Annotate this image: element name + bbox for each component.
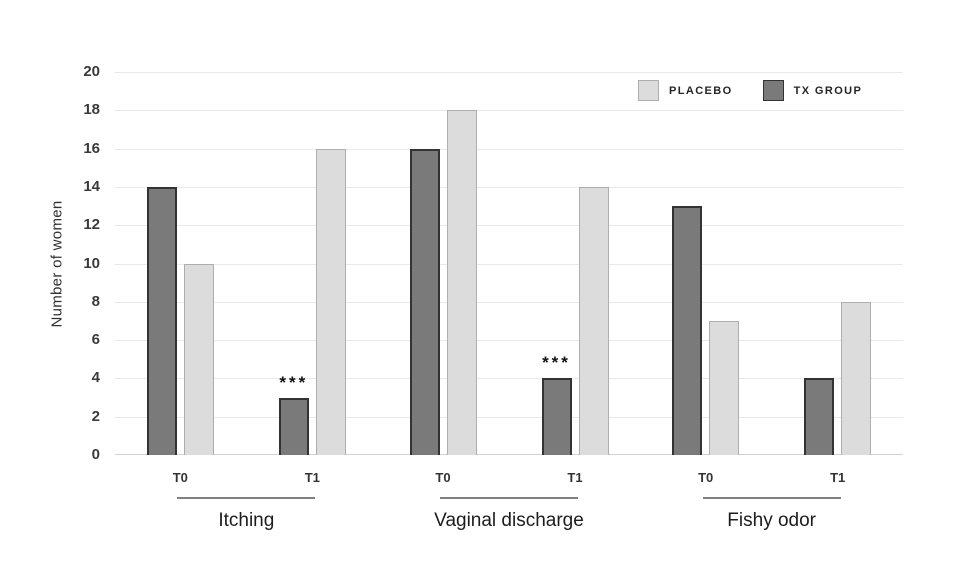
group-label-fishy-odor: Fishy odor <box>727 510 817 531</box>
bar-placebo-fishy-odor-t0 <box>709 320 740 455</box>
bar-placebo-vaginal-discharge-t0 <box>446 110 477 455</box>
legend-label: PLACEBO <box>669 84 733 97</box>
timepoint-label-vaginal-discharge-t0: T0 <box>435 470 451 485</box>
y-tick-label: 16 <box>83 139 100 157</box>
legend-item-placebo: PLACEBO <box>638 80 733 101</box>
group-underline-vaginal-discharge <box>440 497 578 499</box>
y-tick-label: 10 <box>83 254 100 272</box>
timepoint-label-itching-t0: T0 <box>172 470 188 485</box>
plot-area: *** *** <box>115 72 903 455</box>
legend-swatch-placebo <box>638 80 659 101</box>
bar-tx-group-itching-t1 <box>278 397 309 455</box>
gridline <box>115 110 903 112</box>
y-tick-label: 4 <box>91 369 100 387</box>
y-tick-label: 18 <box>83 101 100 119</box>
gridline <box>115 263 903 265</box>
bar-tx-group-itching-t0 <box>146 186 177 455</box>
timepoint-label-fishy-odor-t0: T0 <box>698 470 714 485</box>
gridline <box>115 148 903 150</box>
gridline <box>115 301 903 303</box>
significance-stars-itching: *** <box>279 372 309 392</box>
bar-tx-group-vaginal-discharge-t0 <box>409 148 440 455</box>
legend-label: TX GROUP <box>793 84 863 97</box>
y-tick-label: 2 <box>91 407 100 425</box>
group-underline-itching <box>177 497 316 499</box>
y-tick-label: 8 <box>91 292 100 310</box>
y-tick-label: 12 <box>83 216 100 234</box>
bar-placebo-itching-t1 <box>315 148 346 455</box>
group-underline-fishy-odor <box>702 497 841 499</box>
timepoint-label-vaginal-discharge-t1: T1 <box>567 470 583 485</box>
y-tick-label: 20 <box>83 63 100 80</box>
gridline <box>115 225 903 227</box>
bar-placebo-itching-t0 <box>183 263 214 455</box>
bar-placebo-fishy-odor-t1 <box>841 301 872 455</box>
significance-stars-vaginal-discharge: *** <box>542 353 571 373</box>
gridline <box>115 378 903 380</box>
group-label-itching: Itching <box>218 510 275 531</box>
timepoint-label-fishy-odor-t1: T1 <box>830 470 846 485</box>
gridline <box>115 72 903 73</box>
bar-placebo-vaginal-discharge-t1 <box>578 186 609 455</box>
x-axis-line <box>115 454 903 455</box>
timepoint-label-itching-t1: T1 <box>304 470 320 485</box>
bar-tx-group-fishy-odor-t1 <box>804 378 835 455</box>
bar-tx-group-fishy-odor-t0 <box>672 206 703 455</box>
gridline <box>115 340 903 342</box>
bar-tx-group-vaginal-discharge-t1 <box>541 378 572 455</box>
y-tick-label: 0 <box>91 446 100 463</box>
legend: PLACEBO TX GROUP <box>638 80 862 101</box>
y-tick-label: 6 <box>91 331 100 349</box>
gridline <box>115 416 903 418</box>
legend-item-tx-group: TX GROUP <box>762 80 863 101</box>
y-tick-label: 14 <box>83 177 100 195</box>
gridline <box>115 186 903 188</box>
legend-swatch-tx-group <box>762 80 784 101</box>
group-label-vaginal-discharge: Vaginal discharge <box>434 510 584 531</box>
